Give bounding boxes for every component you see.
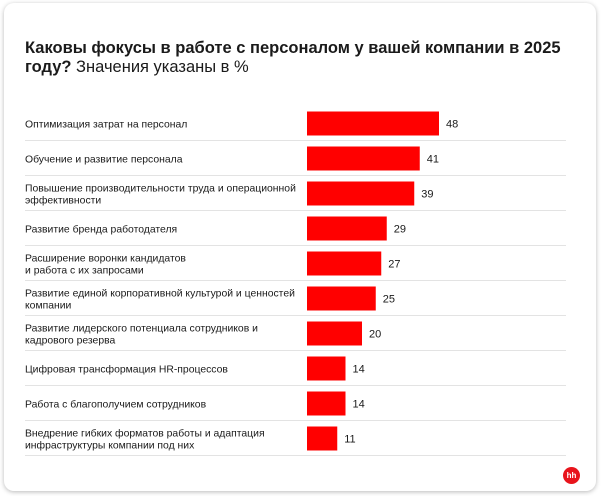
category-label: Развитие лидерского потенциала сотрудник… bbox=[25, 324, 258, 347]
category-label: Внедрение гибких форматов работы и адапт… bbox=[25, 428, 265, 452]
bar-row: Внедрение гибких форматов работы и адапт… bbox=[25, 426, 566, 456]
chart-card: Каковы фокусы в работе с персоналом у ва… bbox=[4, 3, 596, 491]
bar bbox=[307, 321, 362, 346]
bar-row: Развитие лидерского потенциала сотрудник… bbox=[25, 321, 566, 351]
category-label: Повышение производительности труда и опе… bbox=[25, 184, 296, 207]
category-label: Оптимизация затрат на персонал bbox=[25, 120, 187, 131]
value-label: 41 bbox=[427, 154, 439, 166]
bar bbox=[307, 251, 382, 276]
bar-chart: Оптимизация затрат на персонал 48 Обучение… bbox=[25, 111, 566, 456]
value-label: 14 bbox=[353, 399, 365, 411]
bar bbox=[307, 146, 420, 171]
hh-logo: hh bbox=[563, 467, 580, 484]
bar bbox=[307, 286, 376, 311]
category-label: Развитие единой корпоративной культурой … bbox=[25, 289, 295, 312]
bar-row: Оптимизация затрат на персонал 48 bbox=[25, 111, 566, 141]
value-label: 14 bbox=[353, 364, 365, 376]
value-label: 39 bbox=[421, 189, 433, 201]
value-label: 20 bbox=[369, 329, 381, 341]
bar bbox=[307, 391, 346, 416]
bar bbox=[307, 356, 346, 381]
bar-row: Повышение производительности труда и опе… bbox=[25, 181, 566, 211]
value-label: 25 bbox=[383, 294, 395, 306]
value-label: 11 bbox=[344, 434, 355, 446]
bar-row: Обучение и развитие персонала 41 bbox=[25, 146, 566, 176]
category-label: Расширение воронки кандидатов и работа с … bbox=[25, 254, 186, 277]
bar-row: Развитие единой корпоративной культурой … bbox=[25, 286, 566, 316]
category-label: Работа с благополучием сотрудников bbox=[25, 399, 207, 411]
chart-title: Каковы фокусы в работе с персоналом у ва… bbox=[25, 39, 565, 77]
bar-row: Цифровая трансформация HR-процессов 14 bbox=[25, 356, 566, 386]
category-label: Цифровая трансформация HR-процессов bbox=[25, 364, 228, 376]
bar bbox=[307, 426, 338, 451]
category-label: Развитие бренда работодателя bbox=[25, 224, 177, 236]
value-label: 27 bbox=[388, 259, 400, 271]
category-label: Обучение и развитие персонала bbox=[25, 154, 183, 166]
value-label: 48 bbox=[446, 119, 458, 131]
bar-row: Расширение воронки кандидатов и работа с … bbox=[25, 251, 566, 281]
bar bbox=[307, 216, 387, 241]
chart-title-units: Значения указаны в % bbox=[76, 58, 249, 76]
chart-title-bold: Каковы фокусы в работе с персоналом у ва… bbox=[25, 39, 561, 76]
bar-row: Работа с благополучием сотрудников 14 bbox=[25, 391, 566, 421]
bar bbox=[307, 111, 439, 136]
bar-row: Развитие бренда работодателя 29 bbox=[25, 216, 566, 246]
value-label: 29 bbox=[394, 224, 406, 236]
bar bbox=[307, 181, 415, 206]
